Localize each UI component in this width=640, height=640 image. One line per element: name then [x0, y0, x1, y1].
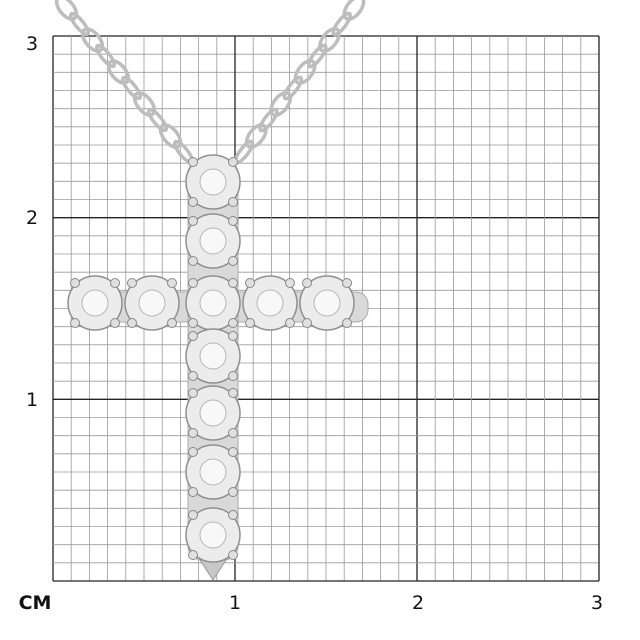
prong: [228, 510, 238, 520]
prong: [342, 318, 352, 328]
prong: [70, 278, 80, 288]
prong: [228, 318, 238, 328]
prong: [228, 278, 238, 288]
chain-link: [331, 11, 352, 37]
diamond-facet: [199, 227, 227, 255]
prong: [188, 371, 198, 381]
prong: [228, 331, 238, 341]
chain-link: [146, 107, 169, 133]
unit-label: СМ: [18, 592, 52, 614]
prong: [188, 388, 198, 398]
x-tick-2: 2: [411, 592, 425, 614]
chain-link: [342, 0, 366, 21]
diamond-facet: [81, 289, 109, 317]
chain-link: [120, 75, 143, 101]
diamond-facet: [199, 289, 227, 317]
prong: [285, 318, 295, 328]
chain-link: [68, 11, 91, 37]
diamond-facet: [199, 521, 227, 549]
chain-link: [293, 59, 317, 85]
prong: [188, 487, 198, 497]
diamond-facet: [199, 168, 227, 196]
chain-link: [132, 91, 157, 117]
chain-link: [80, 27, 105, 53]
prong: [228, 388, 238, 398]
prong: [188, 447, 198, 457]
prong: [228, 447, 238, 457]
chain-link: [94, 43, 117, 69]
prong: [228, 550, 238, 560]
diamond-facet: [313, 289, 341, 317]
prong: [228, 256, 238, 266]
y-tick-1: 1: [25, 389, 39, 411]
pendant-chain: [54, 0, 366, 165]
y-tick-3: 3: [25, 33, 39, 55]
prong: [188, 318, 198, 328]
y-tick-2: 2: [25, 207, 39, 229]
chain-link: [244, 123, 268, 149]
chain-link: [307, 43, 328, 69]
chain-link: [269, 91, 293, 117]
chain-link: [54, 0, 79, 21]
prong: [228, 428, 238, 438]
prong: [228, 487, 238, 497]
prong: [110, 278, 120, 288]
prong: [188, 256, 198, 266]
prong: [110, 318, 120, 328]
prong: [285, 278, 295, 288]
prong: [188, 216, 198, 226]
diamond-facet: [199, 342, 227, 370]
prong: [127, 278, 137, 288]
diamond-facet: [199, 458, 227, 486]
prong: [302, 278, 312, 288]
prong: [127, 318, 137, 328]
diamond-facet: [199, 399, 227, 427]
prong: [228, 216, 238, 226]
cross-tip: [199, 559, 227, 581]
prong: [167, 278, 177, 288]
prong: [245, 318, 255, 328]
diamond-facet: [256, 289, 284, 317]
prong: [188, 550, 198, 560]
prong: [302, 318, 312, 328]
prong: [167, 318, 177, 328]
chain-link: [258, 107, 279, 133]
prong: [342, 278, 352, 288]
prong: [228, 197, 238, 207]
prong: [228, 157, 238, 167]
prong: [188, 157, 198, 167]
prong: [245, 278, 255, 288]
chain-link: [106, 59, 131, 85]
diamond-facet: [138, 289, 166, 317]
prong: [70, 318, 80, 328]
prong: [188, 278, 198, 288]
prong: [228, 371, 238, 381]
chain-link: [158, 123, 183, 149]
prong: [188, 510, 198, 520]
x-tick-1: 1: [228, 592, 242, 614]
prong: [188, 331, 198, 341]
chain-link: [282, 75, 304, 101]
chain-link: [318, 27, 341, 53]
diamond-cross-pendant: [67, 154, 369, 581]
prong: [188, 197, 198, 207]
prong: [188, 428, 198, 438]
x-tick-3: 3: [590, 592, 604, 614]
